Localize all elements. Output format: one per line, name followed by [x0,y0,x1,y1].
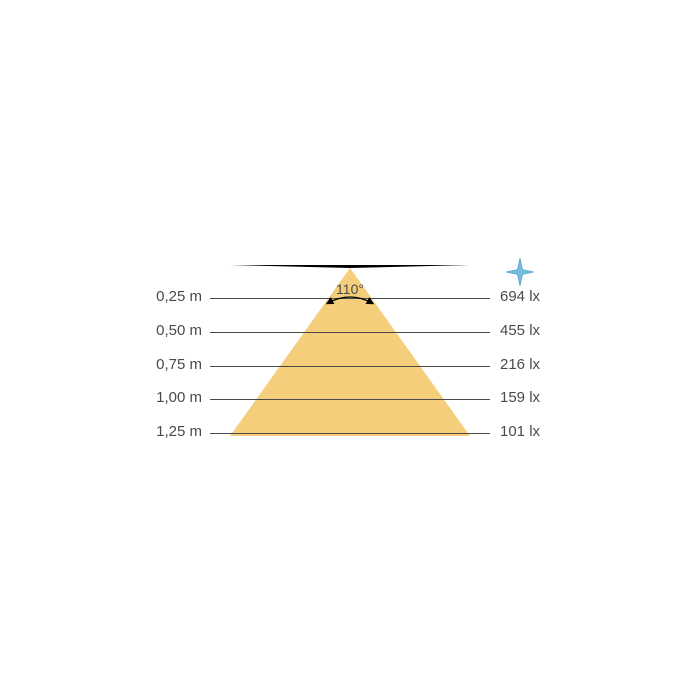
level-line [210,433,490,434]
distance-label: 0,50 m [140,322,202,339]
lux-label: 216 lx [500,356,540,373]
star-icon [506,258,534,286]
light-cone-diagram: 0,25 m 694 lx 0,50 m 455 lx 0,75 m 216 lx 1,00… [0,0,700,700]
lux-label: 694 lx [500,288,540,305]
level-line [210,332,490,333]
lux-label: 455 lx [500,322,540,339]
distance-label: 1,25 m [140,423,202,440]
distance-label: 1,00 m [140,389,202,406]
angle-label: 110° [330,281,370,297]
lux-label: 101 lx [500,423,540,440]
level-line [210,399,490,400]
level-line [210,366,490,367]
angle-arc [320,295,380,325]
lux-label: 159 lx [500,389,540,406]
distance-label: 0,75 m [140,356,202,373]
distance-label: 0,25 m [140,288,202,305]
